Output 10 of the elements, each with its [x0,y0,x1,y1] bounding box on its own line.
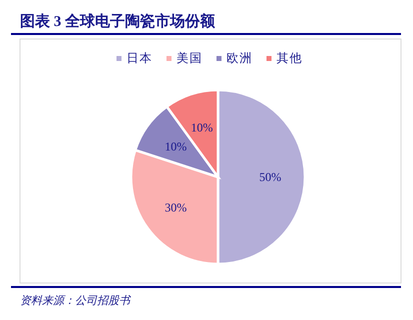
legend-label: 美国 [176,51,202,65]
legend-label: 日本 [126,51,152,65]
data-label: 50% [259,170,282,184]
data-label: 10% [164,139,187,154]
data-label: 10% [190,120,213,134]
chart-title: 图表 3 全球电子陶瓷市场份额 [20,12,216,30]
text: 资料来源：公司招股书 [20,294,132,307]
legend-label: 其他 [276,51,302,65]
legend-label: 欧洲 [226,51,252,65]
data-label: 30% [164,200,187,215]
